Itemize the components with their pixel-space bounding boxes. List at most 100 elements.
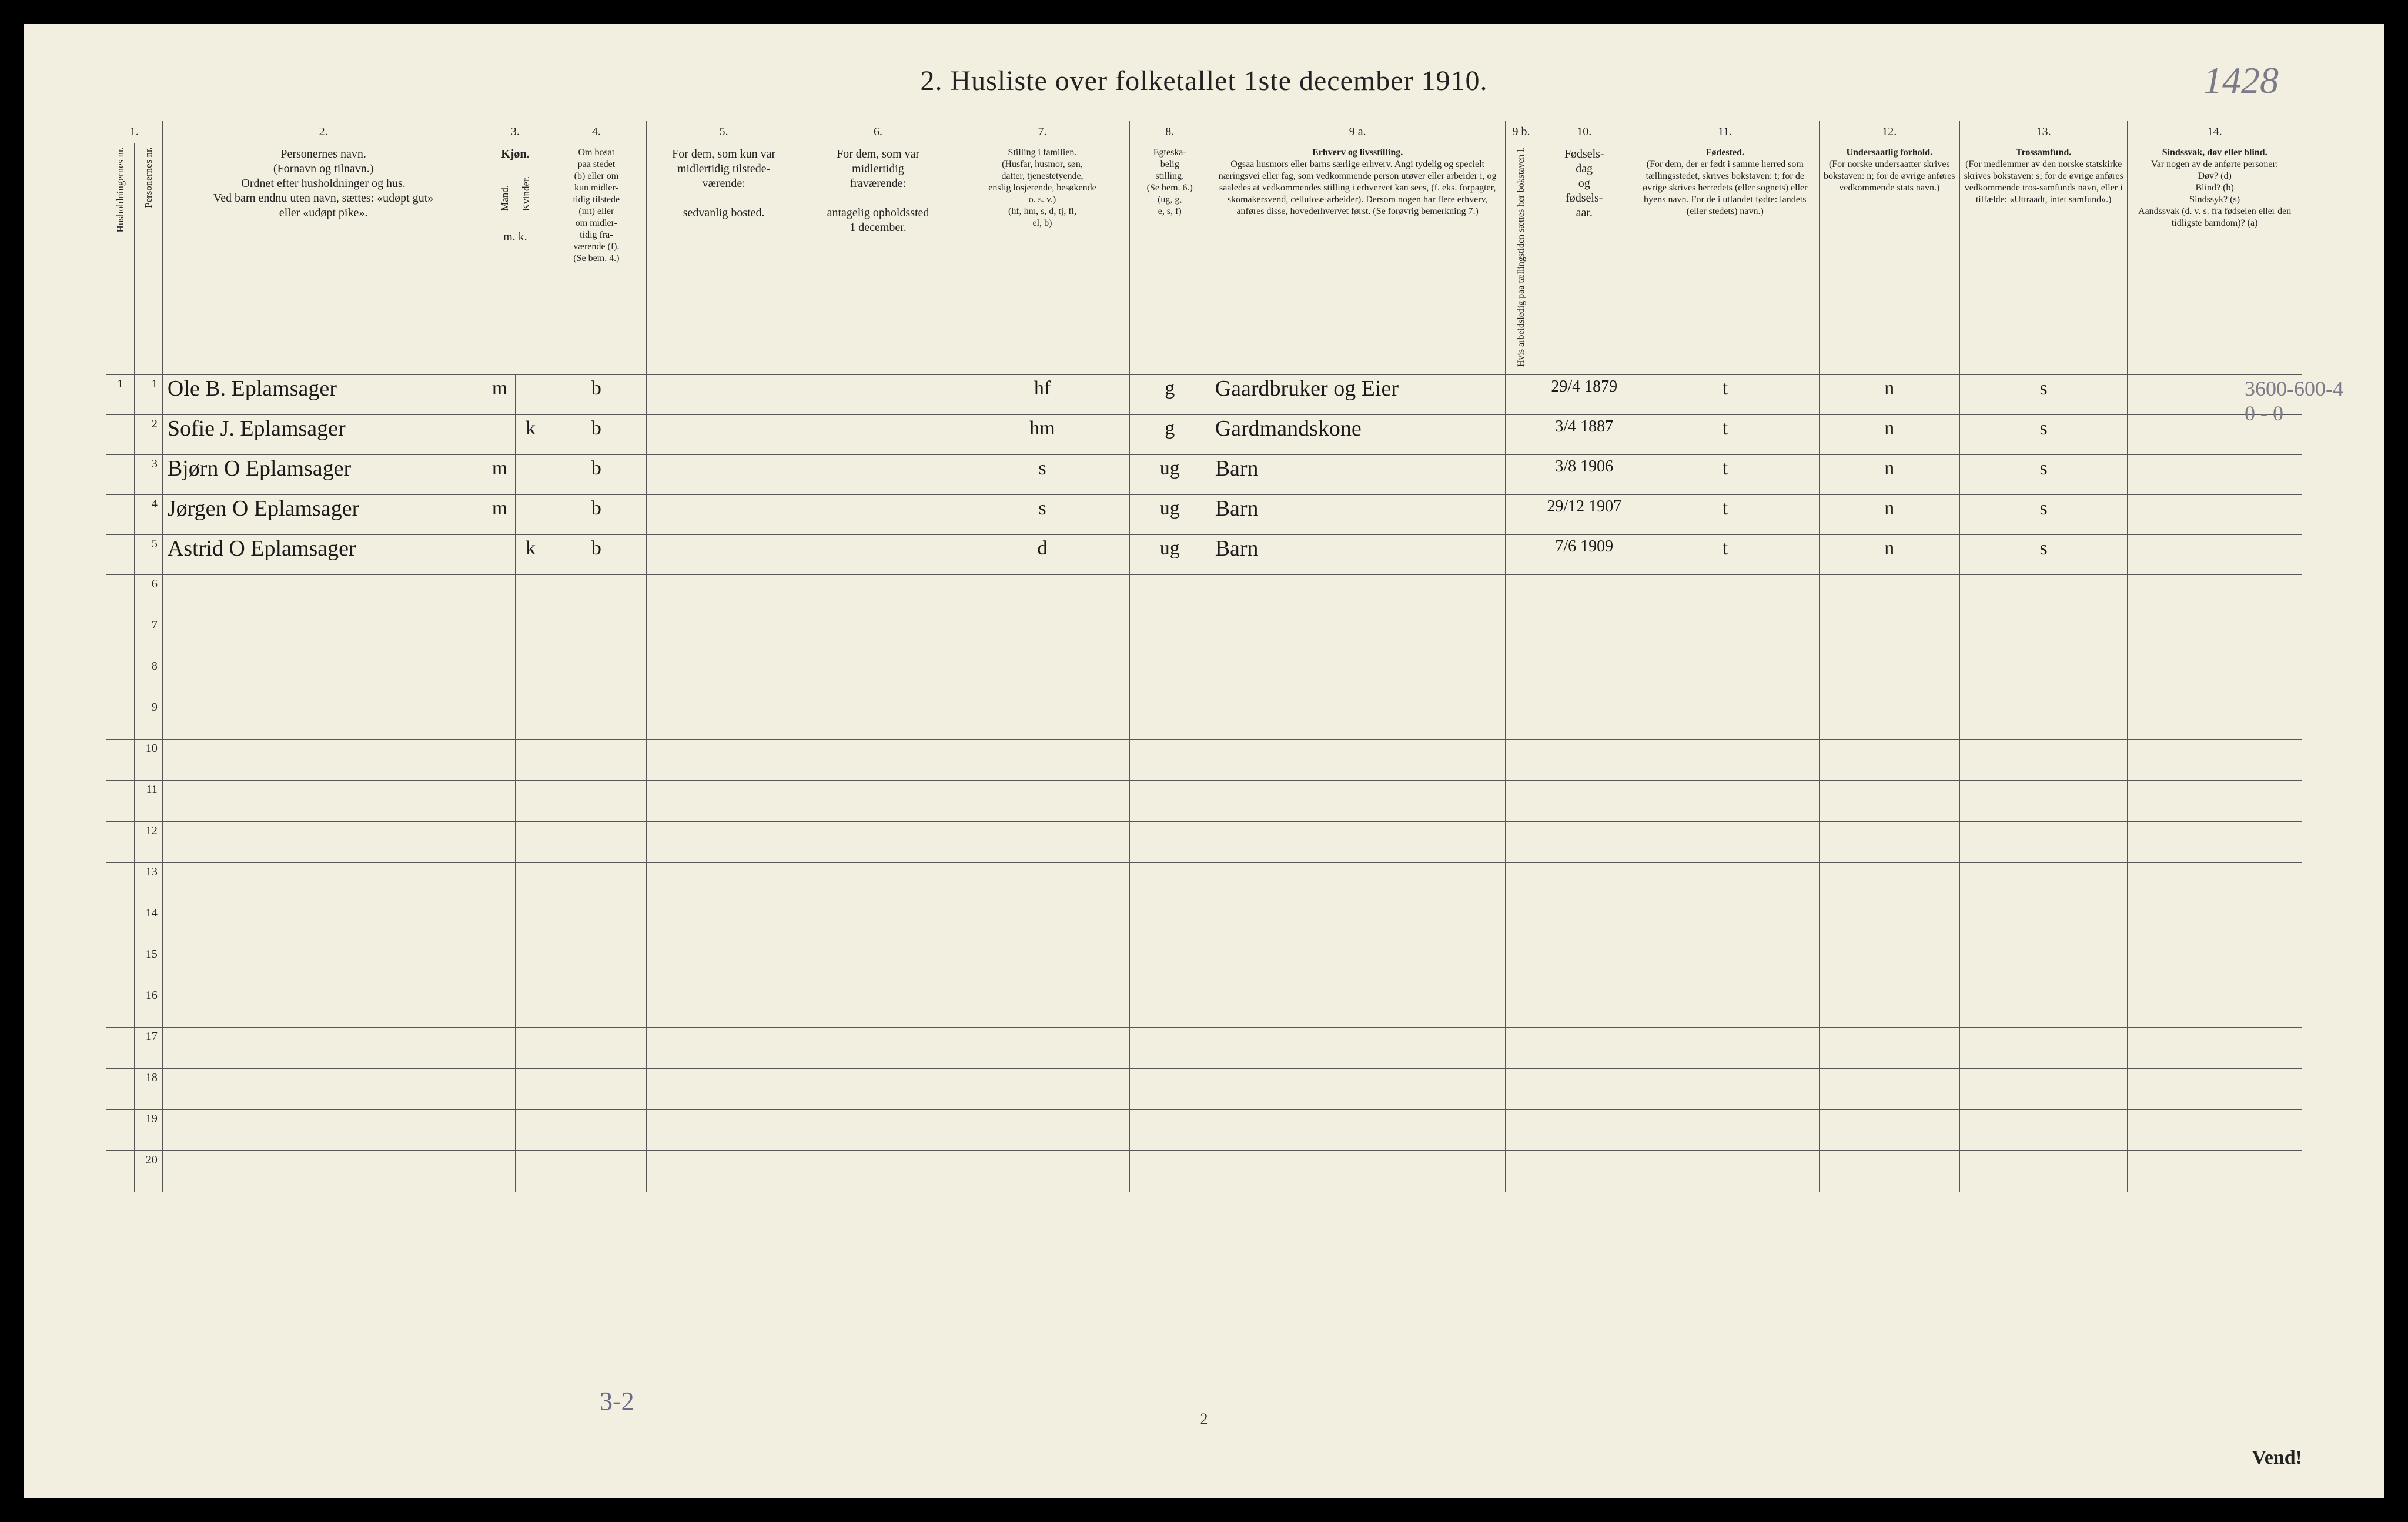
- cell-undersaat: n: [1819, 495, 1960, 535]
- cell-hhnr: [106, 616, 135, 657]
- pencil-note-bottom: 3-2: [600, 1386, 634, 1416]
- cell-empty: [1537, 822, 1631, 863]
- cell-egteskab: ug: [1129, 455, 1210, 495]
- cell-empty: [1819, 904, 1960, 945]
- cell-empty: [955, 740, 1130, 781]
- cell-empty: [546, 575, 647, 616]
- census-page: 1428 3600-600-4 0 - 0 2. Husliste over f…: [24, 24, 2384, 1498]
- cell-empty: [162, 904, 484, 945]
- cell-empty: [955, 822, 1130, 863]
- cell-empty: [1537, 698, 1631, 740]
- cell-empty: [515, 1028, 546, 1069]
- cell-empty: [1960, 781, 2128, 822]
- cell-empty: [647, 781, 801, 822]
- cell-empty: [1819, 822, 1960, 863]
- cell-empty: [546, 822, 647, 863]
- cell-empty: [1210, 986, 1505, 1028]
- cell-empty: [546, 945, 647, 986]
- cell-fodested: t: [1631, 455, 1819, 495]
- cell-empty: [647, 863, 801, 904]
- cell-empty: [955, 904, 1130, 945]
- cell-empty: [647, 1151, 801, 1192]
- cell-fodsel: 7/6 1909: [1537, 535, 1631, 575]
- cell-empty: [546, 657, 647, 698]
- table-row-empty: 7: [106, 616, 2302, 657]
- cell-empty: [955, 1151, 1130, 1192]
- cell-sex-k: [515, 455, 546, 495]
- cell-empty: [1960, 1110, 2128, 1151]
- cell-empty: [484, 616, 515, 657]
- cell-empty: [2128, 575, 2302, 616]
- cell-col5: [647, 375, 801, 415]
- cell-empty: [801, 1028, 955, 1069]
- cell-empty: [1631, 822, 1819, 863]
- cell-egteskab: ug: [1129, 495, 1210, 535]
- cell-empty: [484, 822, 515, 863]
- cell-empty: [955, 945, 1130, 986]
- cell-empty: [801, 945, 955, 986]
- cell-bosat: b: [546, 415, 647, 455]
- cell-name: Sofie J. Eplamsager: [162, 415, 484, 455]
- cell-empty: [515, 781, 546, 822]
- cell-empty: [1819, 781, 1960, 822]
- cell-empty: [1537, 740, 1631, 781]
- cell-empty: [1537, 616, 1631, 657]
- cell-empty: [955, 616, 1130, 657]
- cell-bosat: b: [546, 495, 647, 535]
- cell-empty: [515, 986, 546, 1028]
- cell-empty: [647, 1069, 801, 1110]
- cell-fodsel: 3/4 1887: [1537, 415, 1631, 455]
- cell-persnr: 20: [134, 1151, 162, 1192]
- cell-empty: [1537, 1110, 1631, 1151]
- cell-persnr: 9: [134, 698, 162, 740]
- cell-empty: [801, 781, 955, 822]
- cell-empty: [1210, 575, 1505, 616]
- cell-hhnr: [106, 781, 135, 822]
- colnum-14: 14.: [2128, 121, 2302, 143]
- cell-empty: [162, 1028, 484, 1069]
- hdr-erhverv: Erhverv og livsstilling. Ogsaa husmors e…: [1210, 143, 1505, 375]
- cell-empty: [1819, 986, 1960, 1028]
- cell-name: Astrid O Eplamsager: [162, 535, 484, 575]
- colnum-9a: 9 a.: [1210, 121, 1505, 143]
- cell-persnr: 17: [134, 1028, 162, 1069]
- cell-empty: [546, 781, 647, 822]
- cell-egteskab: g: [1129, 375, 1210, 415]
- cell-hhnr: [106, 495, 135, 535]
- cell-empty: [1210, 740, 1505, 781]
- cell-empty: [484, 986, 515, 1028]
- cell-empty: [1631, 1028, 1819, 1069]
- cell-empty: [484, 657, 515, 698]
- cell-empty: [801, 740, 955, 781]
- table-row-empty: 10: [106, 740, 2302, 781]
- cell-persnr: 6: [134, 575, 162, 616]
- cell-empty: [2128, 822, 2302, 863]
- table-row-empty: 6: [106, 575, 2302, 616]
- cell-empty: [1819, 657, 1960, 698]
- cell-persnr: 12: [134, 822, 162, 863]
- cell-empty: [484, 575, 515, 616]
- cell-empty: [1505, 575, 1537, 616]
- cell-empty: [1631, 1069, 1819, 1110]
- table-row-empty: 18: [106, 1069, 2302, 1110]
- cell-empty: [1210, 781, 1505, 822]
- cell-arbeidsledig: [1505, 535, 1537, 575]
- colnum-11: 11.: [1631, 121, 1819, 143]
- cell-tros: s: [1960, 455, 2128, 495]
- cell-empty: [484, 1028, 515, 1069]
- cell-empty: [647, 945, 801, 986]
- cell-sex-m: m: [484, 375, 515, 415]
- cell-empty: [1819, 575, 1960, 616]
- cell-persnr: 16: [134, 986, 162, 1028]
- cell-empty: [162, 575, 484, 616]
- cell-hhnr: [106, 740, 135, 781]
- cell-empty: [1631, 616, 1819, 657]
- table-row-empty: 17: [106, 1028, 2302, 1069]
- cell-undersaat: n: [1819, 535, 1960, 575]
- cell-empty: [1210, 822, 1505, 863]
- cell-fodested: t: [1631, 375, 1819, 415]
- table-row-empty: 19: [106, 1110, 2302, 1151]
- cell-hhnr: [106, 1069, 135, 1110]
- cell-fodsel: 29/12 1907: [1537, 495, 1631, 535]
- cell-empty: [515, 863, 546, 904]
